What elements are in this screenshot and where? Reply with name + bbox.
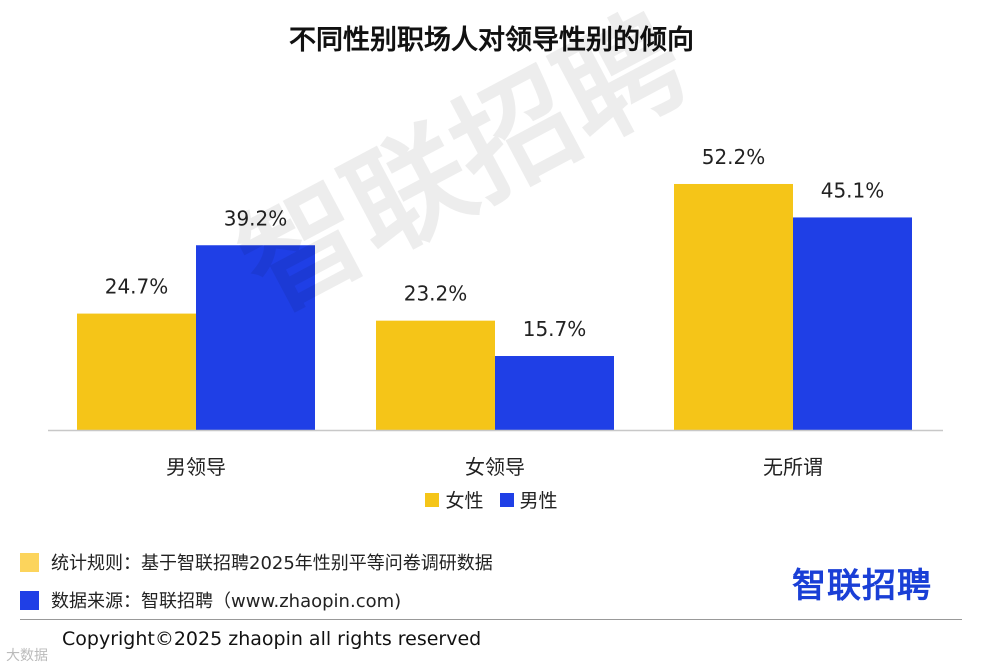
legend-label-male: 男性 [519, 490, 558, 512]
chart-title: 不同性别职场人对领导性别的倾向 [289, 25, 694, 56]
chart-plot: 24.7% 39.2% 男领导 23.2% 15.7% 女领导 52.2% 45.1% 无所谓 [48, 145, 943, 479]
corner-watermark: 大数据 [6, 648, 48, 664]
footer-stat-rule: 统计规则：基于智联招聘2025年性别平等问卷调研数据 [20, 549, 493, 575]
category-label-1: 女领导 [465, 455, 525, 479]
legend-swatch-male [499, 492, 514, 507]
data-label-2-0: 52.2% [702, 145, 766, 169]
stat-rule-text: 统计规则：基于智联招聘2025年性别平等问卷调研数据 [51, 553, 493, 574]
category-label-0: 男领导 [166, 455, 226, 479]
data-label-0-0: 24.7% [105, 275, 169, 299]
legend-item-female: 女性 [425, 486, 484, 513]
data-label-2-1: 45.1% [821, 178, 885, 202]
category-label-2: 无所谓 [763, 455, 823, 479]
legend: 女性 男性 [0, 486, 983, 513]
copyright-text: Copyright©2025 zhaopin all rights reserv… [62, 628, 482, 650]
data-source-swatch [20, 590, 39, 610]
legend-item-male: 男性 [499, 486, 558, 513]
bar-1-1 [495, 356, 614, 430]
footer-divider [20, 619, 962, 620]
bar-0-0 [77, 313, 196, 430]
data-source-text: 数据来源：智联招聘（www.zhaopin.com) [51, 591, 402, 612]
data-label-0-1: 39.2% [224, 206, 288, 230]
footer-data-source: 数据来源：智联招聘（www.zhaopin.com) [20, 587, 401, 613]
bar-2-1 [793, 217, 912, 430]
legend-label-female: 女性 [445, 490, 484, 512]
bar-2-0 [674, 183, 793, 430]
legend-swatch-female [425, 492, 440, 507]
data-label-1-1: 15.7% [523, 317, 587, 341]
data-label-1-0: 23.2% [404, 282, 468, 306]
bar-1-0 [376, 320, 495, 430]
bar-0-1 [196, 245, 315, 430]
stat-rule-swatch [20, 552, 39, 572]
brand-logo: 智联招聘 [792, 566, 932, 606]
